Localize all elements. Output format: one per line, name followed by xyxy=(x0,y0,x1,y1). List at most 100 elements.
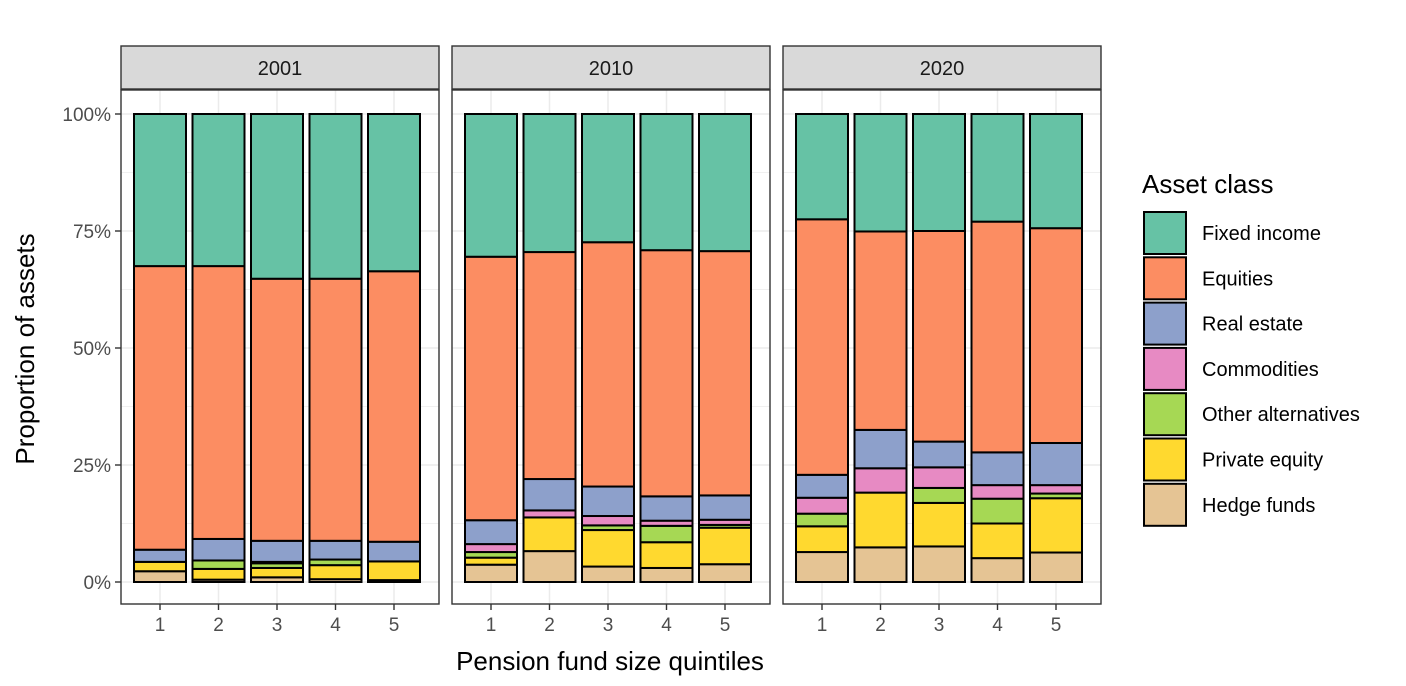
y-axis-title: Proportion of assets xyxy=(10,233,40,464)
panel-border xyxy=(120,89,440,605)
bar-segment-real-estate-2020-q4 xyxy=(970,451,1025,487)
bar-segment-equities-2001-q5 xyxy=(367,270,421,543)
bar-segment-fixed-income-2010-q2 xyxy=(522,113,577,254)
bar-segment-equities-2020-q4 xyxy=(970,220,1025,454)
bar-segment-private-equity-2010-q1 xyxy=(464,556,518,566)
facet-strip-label: 2020 xyxy=(920,58,965,80)
bar-segment-equities-2010-q5 xyxy=(698,250,752,497)
bar-segment-commodities-2010-q2 xyxy=(522,509,577,519)
bar-segment-hedge-funds-2020-q2 xyxy=(853,546,908,583)
bar-segment-real-estate-2001-q3 xyxy=(250,539,304,563)
bar-segment-other-alternatives-2020-q4 xyxy=(970,497,1025,525)
bar-segment-equities-2010-q1 xyxy=(464,255,518,522)
y-tick-label: 100% xyxy=(62,105,111,126)
bar-segment-private-equity-2010-q5 xyxy=(698,526,752,566)
bar-segment-equities-2010-q3 xyxy=(581,241,635,488)
x-tick-label: 3 xyxy=(934,615,945,636)
bar-segment-equities-2001-q1 xyxy=(133,265,187,551)
bar-segment-hedge-funds-2010-q4 xyxy=(639,566,694,584)
bar-segment-other-alternatives-2001-q2 xyxy=(191,559,246,570)
bar-segment-equities-2020-q3 xyxy=(912,230,966,443)
bar-segment-private-equity-2010-q2 xyxy=(522,516,577,553)
bar-segment-hedge-funds-2020-q4 xyxy=(970,557,1025,584)
x-tick-label: 1 xyxy=(486,615,497,636)
y-tick-label: 50% xyxy=(73,339,111,360)
x-tick-label: 4 xyxy=(992,615,1003,636)
bar-segment-commodities-2020-q5 xyxy=(1029,484,1083,495)
bar-segment-fixed-income-2010-q5 xyxy=(698,113,752,253)
bar-segment-real-estate-2020-q5 xyxy=(1029,442,1083,487)
x-tick-label: 1 xyxy=(817,615,828,636)
y-tick-label: 0% xyxy=(84,573,112,594)
bar-segment-real-estate-2001-q2 xyxy=(191,537,246,562)
x-tick-label: 5 xyxy=(389,615,400,636)
panel-border xyxy=(782,89,1102,605)
x-tick-label: 2 xyxy=(875,615,886,636)
bar-segment-private-equity-2020-q5 xyxy=(1029,497,1083,554)
legend-key-other-alternatives xyxy=(1143,392,1187,437)
legend-key-fixed-income xyxy=(1143,211,1187,255)
legend-key-hedge-funds xyxy=(1143,482,1187,527)
bar-segment-hedge-funds-2010-q5 xyxy=(698,563,752,584)
legend-key-equities xyxy=(1143,256,1187,301)
legend-label: Fixed income xyxy=(1202,223,1321,245)
y-tick-label: 25% xyxy=(73,456,111,477)
bar-segment-other-alternatives-2020-q3 xyxy=(912,486,966,504)
x-tick-label: 5 xyxy=(1051,615,1062,636)
facet-panel-2010: 2010 1 2 3 4 5 xyxy=(451,45,771,636)
y-axis: 0% 25% 50% 75% 100% xyxy=(62,105,121,594)
facet-panel-2020: 2020 1 2 3 4 5 xyxy=(782,45,1102,636)
bar-segment-private-equity-2001-q5 xyxy=(367,560,421,582)
facet-strip-label: 2001 xyxy=(258,58,303,80)
bar-segment-fixed-income-2001-q2 xyxy=(191,113,246,268)
y-tick-label: 75% xyxy=(73,222,111,243)
bar-segment-real-estate-2001-q4 xyxy=(308,539,363,561)
bar-segment-fixed-income-2001-q4 xyxy=(308,113,363,280)
bar-segment-commodities-2010-q1 xyxy=(464,543,518,554)
bar-segment-private-equity-2020-q1 xyxy=(795,525,849,554)
x-tick-label: 5 xyxy=(720,615,731,636)
bar-segment-real-estate-2010-q3 xyxy=(581,485,635,518)
bar-segment-real-estate-2001-q5 xyxy=(367,540,421,563)
x-tick-label: 3 xyxy=(603,615,614,636)
legend-title: Asset class xyxy=(1142,169,1274,199)
x-axis-title: Pension fund size quintiles xyxy=(456,646,764,676)
bar-segment-fixed-income-2010-q1 xyxy=(464,113,518,258)
x-tick-label: 3 xyxy=(272,615,283,636)
bar-segment-hedge-funds-2001-q1 xyxy=(133,570,187,584)
bar-segment-fixed-income-2010-q3 xyxy=(581,113,635,244)
facet-strip xyxy=(120,45,440,90)
bar-segment-fixed-income-2010-q4 xyxy=(639,113,694,252)
bar-segment-private-equity-2001-q4 xyxy=(308,564,363,581)
bar-segment-equities-2001-q3 xyxy=(250,277,304,542)
legend-key-commodities xyxy=(1143,346,1187,391)
legend-items: Fixed income Equities Real estate Commoditi… xyxy=(1143,211,1360,527)
facet-strip xyxy=(782,45,1102,90)
bar-segment-private-equity-2010-q3 xyxy=(581,529,635,568)
bar-segment-fixed-income-2020-q2 xyxy=(853,113,908,233)
bar-segment-commodities-2020-q3 xyxy=(912,466,966,489)
bar-segment-equities-2001-q4 xyxy=(308,277,363,542)
bar-segment-real-estate-2010-q1 xyxy=(464,519,518,546)
bar-segment-equities-2010-q2 xyxy=(522,251,577,481)
bar-segment-hedge-funds-2010-q2 xyxy=(522,550,577,583)
panel-border xyxy=(451,89,771,605)
legend-key-private-equity xyxy=(1143,437,1187,482)
bar-segment-commodities-2020-q4 xyxy=(970,484,1025,500)
bar-segment-fixed-income-2020-q3 xyxy=(912,113,966,232)
legend-label: Other alternatives xyxy=(1202,404,1360,426)
bar-segment-real-estate-2010-q4 xyxy=(639,495,694,522)
bar-segment-equities-2020-q1 xyxy=(795,218,849,476)
bar-segment-real-estate-2020-q3 xyxy=(912,440,966,469)
bar-segment-hedge-funds-2020-q1 xyxy=(795,551,849,583)
bar-segment-private-equity-2010-q4 xyxy=(639,541,694,569)
x-tick-label: 1 xyxy=(155,615,166,636)
bar-segment-equities-2020-q5 xyxy=(1029,227,1083,445)
x-tick-label: 4 xyxy=(330,615,341,636)
legend-label: Equities xyxy=(1202,268,1273,290)
legend-label: Hedge funds xyxy=(1202,495,1315,517)
bar-segment-hedge-funds-2010-q3 xyxy=(581,565,635,584)
bar-segment-equities-2010-q4 xyxy=(639,249,694,498)
